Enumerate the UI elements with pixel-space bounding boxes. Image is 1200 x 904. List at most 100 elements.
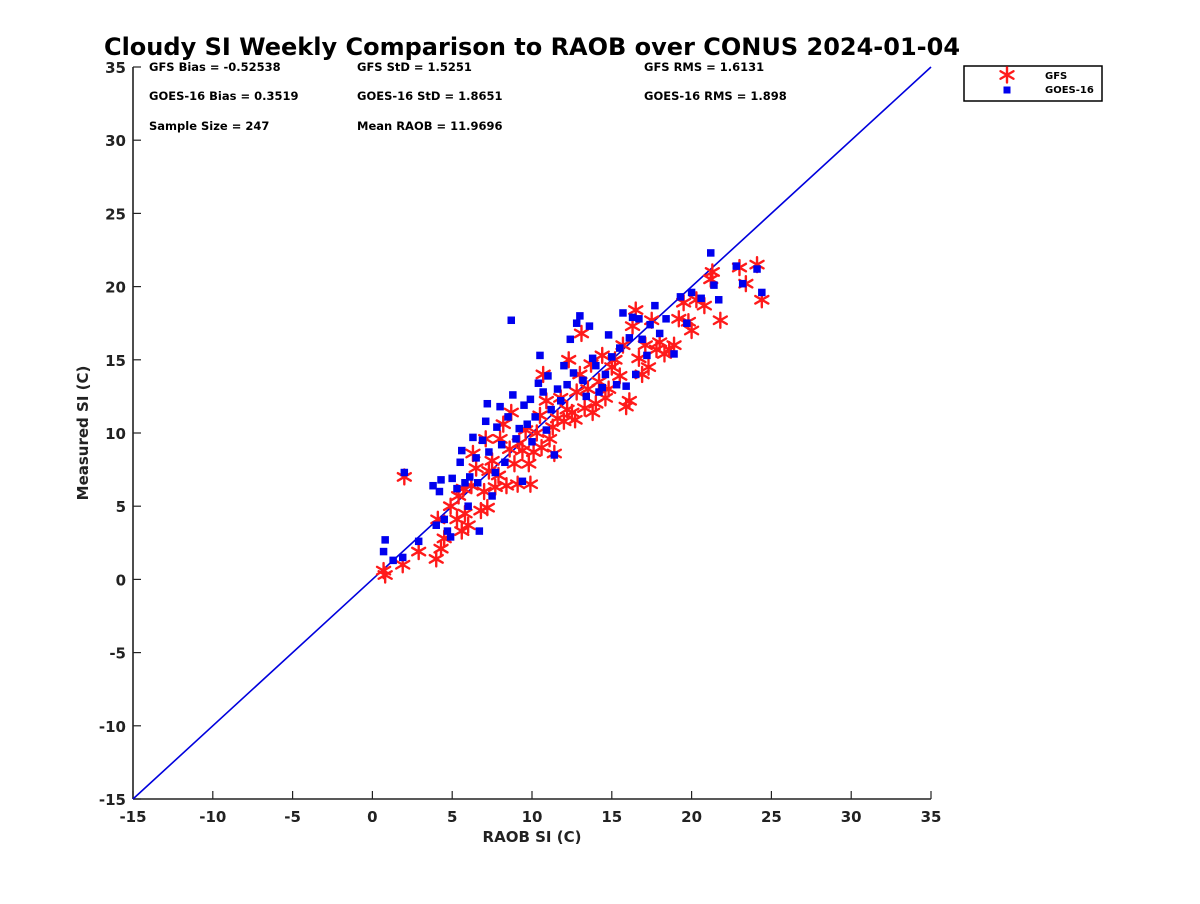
goes16-point (534, 379, 543, 387)
goes16-point (448, 474, 456, 483)
gfs-point (460, 516, 476, 534)
legend-gfs-asterisk-strokes (999, 66, 1015, 84)
gfs-point-strokes (479, 498, 496, 517)
legend-label-gfs: GFS (1045, 71, 1067, 82)
goes16-point (456, 458, 464, 467)
series-gfs (375, 255, 770, 584)
gfs-point-strokes (568, 383, 585, 401)
gfs-point (567, 411, 583, 429)
goes16-point (504, 413, 512, 421)
goes16-point (461, 479, 469, 487)
goes16-point (643, 351, 651, 360)
goes16-point (507, 316, 516, 325)
statistics-block: GFS Bias = -0.52538 GFS StD = 1.5251 GFS… (149, 60, 787, 133)
goes16-point (488, 492, 496, 500)
goes16-point (635, 315, 643, 323)
goes16-point (526, 395, 535, 404)
goes16-point (379, 547, 388, 556)
gfs-point (484, 452, 500, 470)
goes16-point (579, 376, 587, 385)
goes16-point (414, 537, 423, 546)
y-axis-label: Measured SI (C) (74, 366, 92, 501)
stat-gfs-std: GFS StD = 1.5251 (357, 60, 472, 74)
legend-label-goes16: GOES-16 (1045, 85, 1094, 96)
gfs-point-strokes (651, 333, 668, 351)
x-tick-label: 30 (841, 808, 862, 826)
goes16-point (710, 281, 718, 289)
goes16-point (437, 476, 445, 484)
goes16-point (560, 361, 568, 370)
x-tick-label: 15 (601, 808, 622, 826)
goes16-point (469, 433, 477, 442)
gfs-point-strokes (683, 321, 700, 340)
x-tick-label: -10 (199, 808, 226, 826)
gfs-point (454, 522, 470, 540)
chart-title: Cloudy SI Weekly Comparison to RAOB over… (104, 33, 960, 61)
stat-goes-std: GOES-16 StD = 1.8651 (357, 89, 502, 103)
goes16-point (550, 451, 559, 459)
gfs-point-strokes (454, 522, 470, 540)
gfs-point-strokes (484, 452, 500, 470)
gfs-point-strokes (521, 455, 537, 473)
goes16-point (622, 382, 630, 390)
goes16-point (443, 527, 452, 535)
goes16-point (676, 293, 685, 301)
goes16-point (707, 249, 715, 257)
gfs-point-strokes (666, 336, 682, 354)
x-tick-label: 0 (367, 808, 377, 826)
goes16-point (389, 556, 397, 565)
gfs-point-strokes (640, 358, 657, 376)
goes16-point (569, 369, 578, 377)
gfs-point-strokes (533, 438, 550, 457)
goes16-point (464, 502, 472, 510)
goes16-point (738, 279, 747, 288)
goes16-point (601, 370, 610, 379)
goes16-point (458, 446, 466, 455)
goes16-point (518, 477, 527, 486)
goes16-point (753, 265, 761, 273)
goes16-point (520, 401, 528, 409)
gfs-point (538, 392, 555, 410)
goes16-point (572, 319, 581, 327)
goes16-point (638, 335, 646, 344)
goes16-point (595, 388, 603, 396)
gfs-point-strokes (460, 516, 476, 534)
stat-mean-raob: Mean RAOB = 11.9696 (357, 119, 503, 133)
goes16-point (528, 438, 536, 446)
gfs-point (621, 392, 638, 410)
goes16-point (625, 334, 634, 342)
goes16-point (381, 536, 389, 544)
gfs-point (533, 438, 550, 457)
goes16-point (496, 402, 504, 411)
gfs-point (640, 358, 657, 376)
gfs-point (521, 455, 537, 473)
gfs-point (442, 497, 459, 515)
stat-sample-size: Sample Size = 247 (149, 119, 269, 133)
gfs-point (479, 498, 496, 517)
gfs-point (506, 455, 523, 473)
goes16-point (604, 331, 613, 339)
goes16-point (536, 351, 544, 360)
x-tick-label: -15 (119, 808, 146, 826)
gfs-point (594, 346, 610, 365)
goes16-point (481, 417, 490, 426)
gfs-point (529, 424, 545, 442)
goes16-point (432, 521, 440, 529)
goes16-point (631, 370, 640, 379)
gfs-point-strokes (410, 542, 427, 561)
goes16-point (556, 397, 565, 405)
plot-area: -15 -10 -5 0 5 10 15 20 25 30 35 -15 -10 -5 0 5 10 15 20 25… (99, 59, 942, 826)
y-tick-label: 15 (105, 352, 126, 370)
goes16-point (501, 458, 509, 467)
series-goes16 (379, 249, 766, 565)
x-tick-label: 20 (681, 808, 702, 826)
goes16-point (472, 454, 480, 462)
gfs-point (712, 311, 729, 329)
goes16-point (446, 533, 455, 541)
gfs-point-strokes (538, 392, 555, 410)
goes16-point (547, 405, 555, 414)
goes16-point (651, 301, 659, 310)
goes16-point (619, 309, 627, 317)
goes16-point (582, 392, 591, 401)
